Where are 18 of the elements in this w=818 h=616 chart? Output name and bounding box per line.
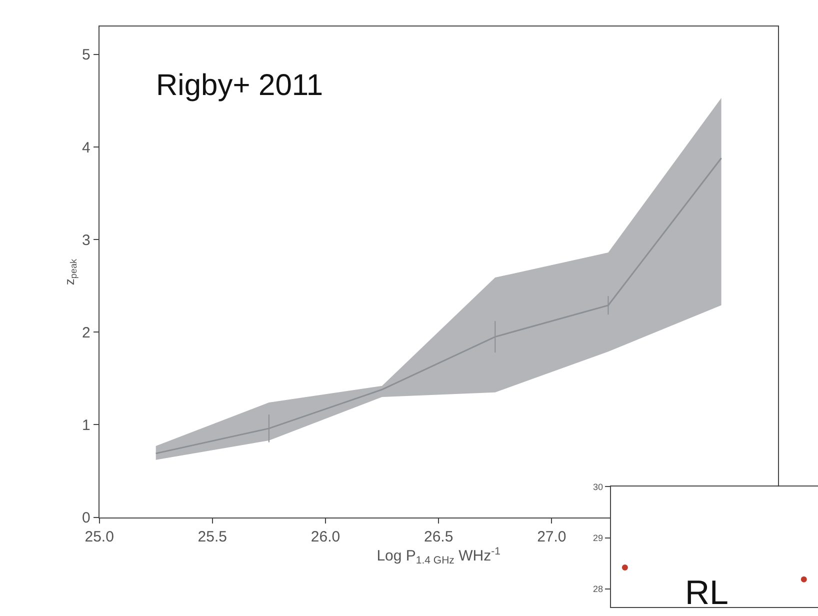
- y-tick-label: 0: [82, 510, 90, 527]
- x-tick-label: 26.0: [310, 528, 340, 546]
- y-tick-label: 2: [82, 324, 90, 342]
- y-tick-label: 4: [82, 139, 90, 156]
- line-series: [155, 157, 722, 454]
- x-tick-label: 25.5: [198, 528, 228, 546]
- y-tick-label: 1: [82, 416, 90, 434]
- y-tick-label: 3: [82, 232, 90, 249]
- y-tick-label: 30: [593, 482, 604, 492]
- y-tick-label: 5: [82, 46, 90, 64]
- y-tick-label: 28: [593, 584, 604, 594]
- x-tick-label: 25.0: [84, 528, 114, 546]
- y-tick-label: 29: [593, 532, 604, 543]
- x-axis-title: Log P$_{1.4 GHz}$ WHz$^{-1}$: [376, 545, 501, 567]
- x-tick-label: 26.5: [424, 528, 454, 546]
- x-tick-label: 27.0: [537, 528, 566, 546]
- annotation: Rigby+ 2011: [156, 69, 324, 102]
- annotation: RL: [685, 574, 728, 612]
